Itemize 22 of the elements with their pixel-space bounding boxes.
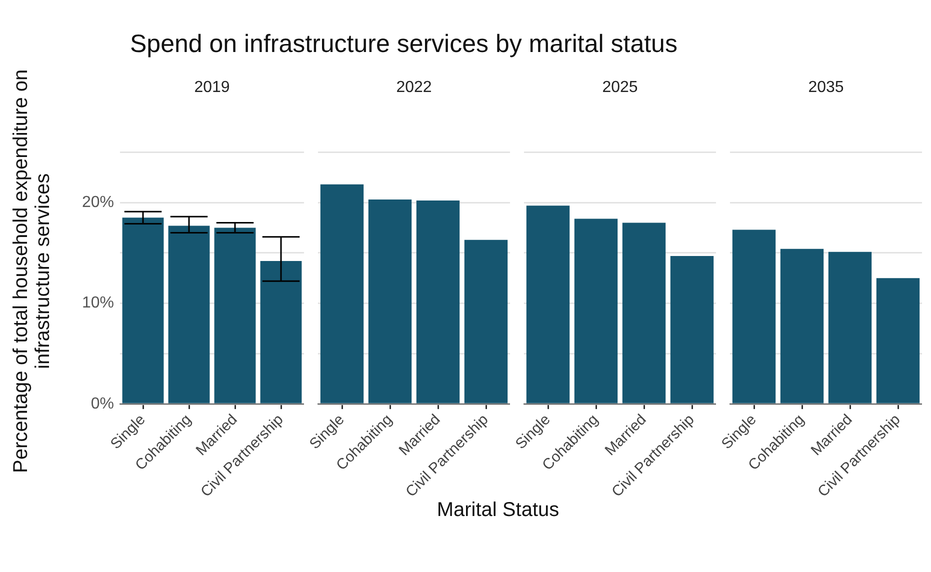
- y-tick-label: 0%: [90, 395, 114, 412]
- chart-subtitle: 2022: [396, 79, 432, 96]
- bar: [368, 200, 412, 404]
- bar: [876, 278, 920, 404]
- x-axis-title: Marital Status: [436, 499, 560, 522]
- bar: [828, 252, 872, 404]
- chart-subtitle: 2019: [194, 79, 230, 96]
- bar: [670, 256, 714, 404]
- text: Spend on infrastructure services by marital status: [130, 30, 678, 58]
- chart-subtitle: 2025: [602, 79, 638, 96]
- bar: [574, 218, 618, 404]
- bar: [416, 200, 460, 404]
- bar: [464, 240, 508, 404]
- bar: [622, 222, 666, 404]
- bar: [526, 206, 570, 404]
- chart-subtitle: 2035: [808, 79, 844, 96]
- bar: [780, 248, 824, 404]
- bar: [320, 184, 364, 404]
- y-tick-label: 10%: [82, 294, 114, 312]
- bar: [732, 230, 776, 404]
- y-tick-label: 20%: [82, 194, 114, 211]
- y-axis-title: Percentage of total household expenditure on infrastructure services: [10, 68, 55, 474]
